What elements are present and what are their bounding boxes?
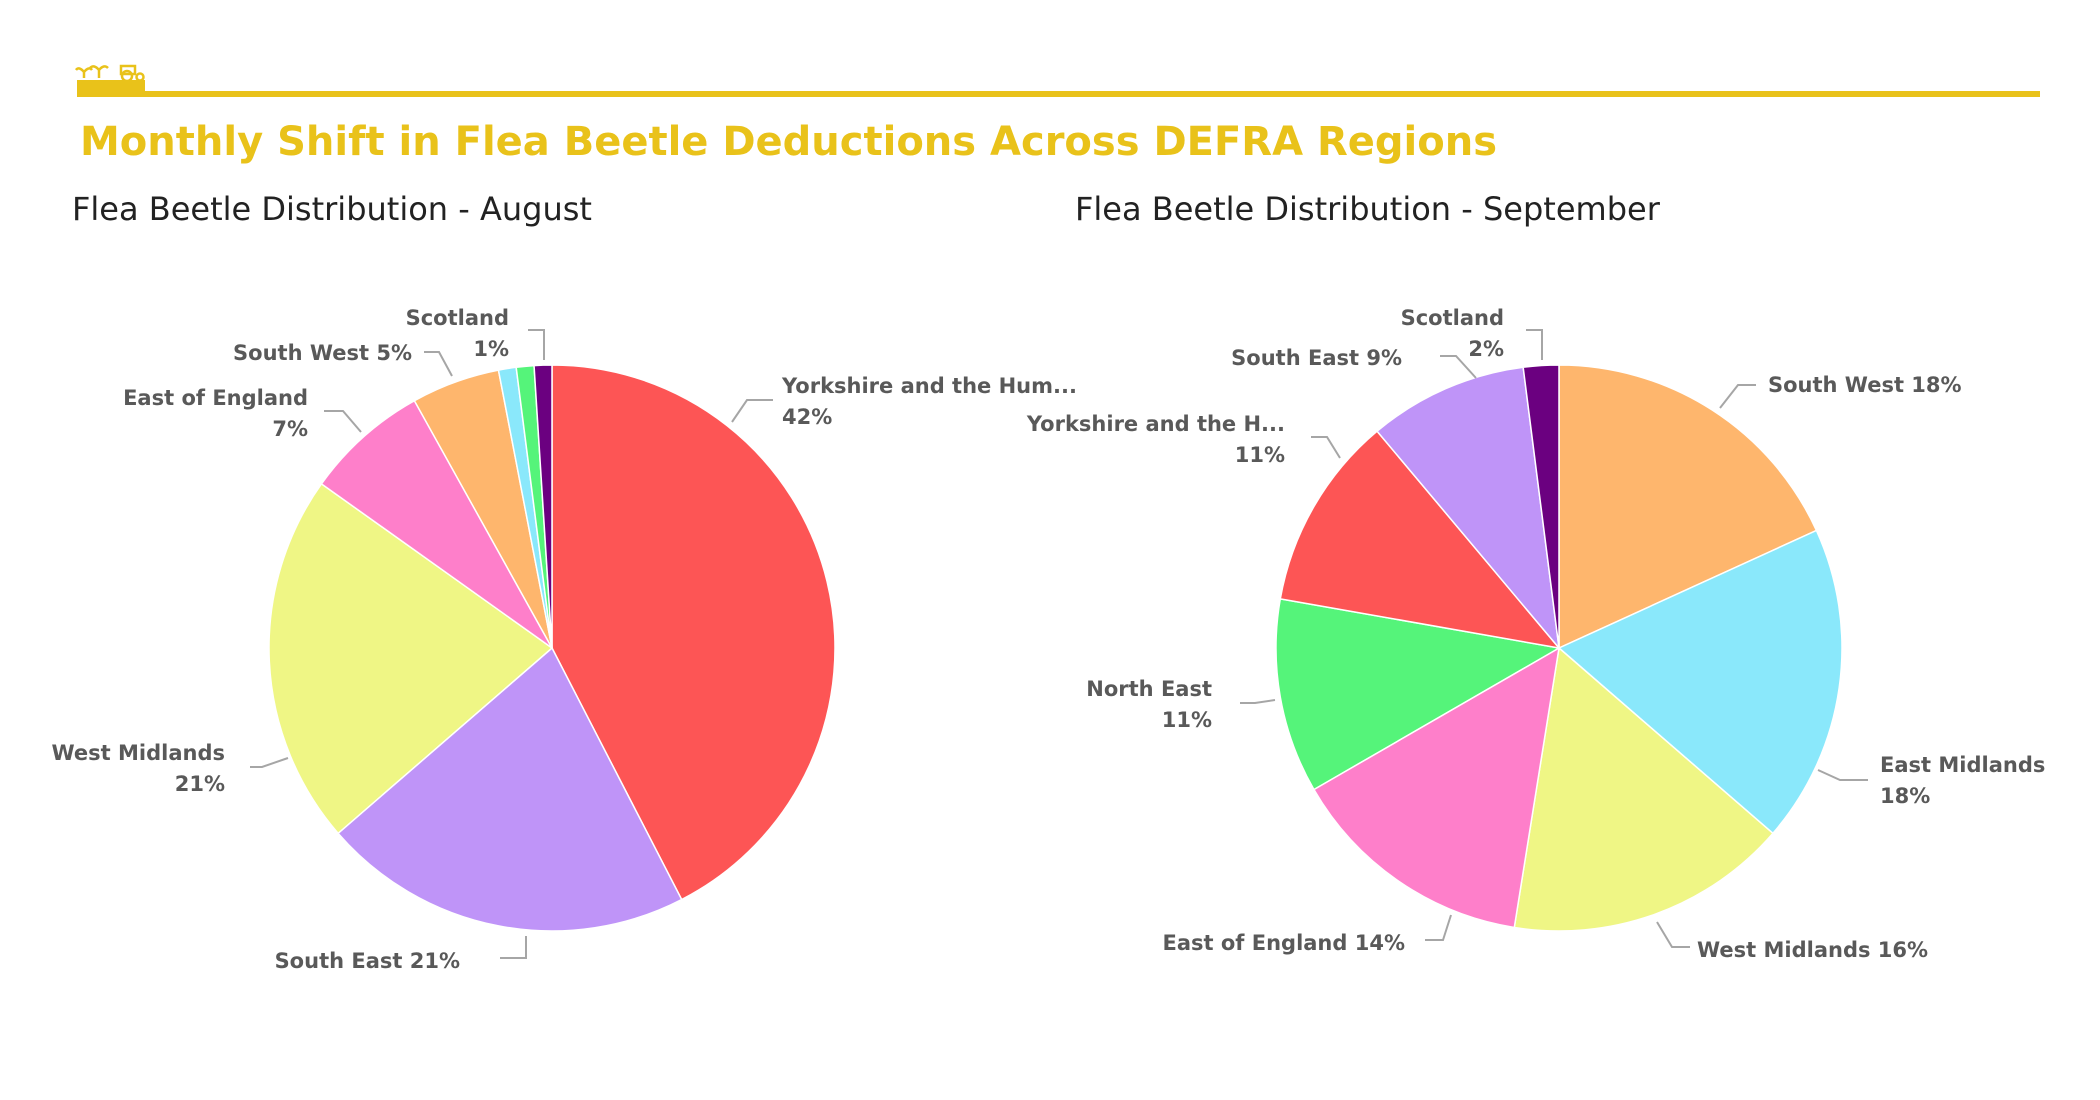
pie-slice-east-of-england [1312, 646, 1560, 929]
chart-title-august: Flea Beetle Distribution - August [72, 190, 592, 228]
leader-line-south-east [500, 936, 527, 959]
pie-chart-september: South West 18% East Midlands 18% West Midla… [1026, 306, 2045, 962]
data-label-east-of-england: East of England 14% [1163, 931, 1406, 955]
pie-slice-south-east [337, 646, 683, 932]
leader-line-east-midlands [1817, 769, 1868, 781]
data-label-south-west: South West 5% [233, 341, 412, 365]
pie-slice-east-of-england [320, 399, 553, 649]
data-label-scotland: Scotland 2% [1401, 306, 1504, 361]
data-label-south-west: South West 18% [1768, 373, 1962, 397]
data-label-south-east: South East 9% [1231, 346, 1402, 370]
data-label-west-midlands: West Midlands 21% [52, 741, 226, 796]
leader-line-west-midlands [1656, 921, 1690, 948]
leader-line-south-west [424, 351, 453, 377]
pie-slice-yorkshire-and-the-hum [551, 364, 836, 901]
pie-slice-east-midlands [1557, 529, 1843, 835]
pie-slice-scotland [1522, 364, 1560, 649]
data-label-east-midlands: East Midlands 18% [1880, 753, 2045, 808]
leader-line-north-east [1240, 699, 1276, 704]
data-label-yorkshire-and-the-hum: Yorkshire and the Hum... 42% [781, 374, 1077, 429]
data-label-west-midlands: West Midlands 16% [1697, 938, 1928, 962]
pie-slice-north-east [1275, 597, 1562, 791]
leader-line-yorkshire-and-the-h [1311, 436, 1341, 459]
leader-line-east-of-england [324, 410, 362, 433]
leader-line-scotland [1526, 329, 1543, 360]
data-label-scotland: Scotland 1% [406, 306, 509, 361]
data-label-east-of-england: East of England 7% [123, 386, 308, 441]
leader-line-south-west [1719, 384, 1756, 409]
leader-line-yorkshire-and-the-hum [731, 399, 773, 423]
leader-line-scotland [528, 329, 545, 360]
data-label-yorkshire-and-the-h: Yorkshire and the H... 11% [1026, 412, 1285, 467]
data-label-north-east: North East 11% [1086, 677, 1212, 732]
header-rule [77, 91, 2040, 97]
pie-slice-south-west [1558, 364, 1818, 650]
page-title: Monthly Shift in Flea Beetle Deductions … [80, 119, 1497, 165]
chart-title-september: Flea Beetle Distribution - September [1075, 190, 1661, 228]
leader-line-west-midlands [250, 757, 289, 768]
pie-chart-august: Yorkshire and the Hum... 42% South East 21… [52, 306, 1077, 973]
pie-slice-west-midlands [268, 482, 554, 835]
leader-line-south-east [1440, 355, 1477, 379]
data-label-south-east: South East 21% [275, 949, 460, 973]
leader-line-east-of-england [1425, 914, 1452, 941]
seedling-tractor-icon [75, 64, 145, 93]
pie-slice-scotland [533, 364, 553, 649]
pie-slice-west-midlands [1513, 646, 1774, 932]
pie-slice-yorkshire-and-the-h [1279, 430, 1561, 650]
pie-slice-south-east [1376, 366, 1561, 651]
